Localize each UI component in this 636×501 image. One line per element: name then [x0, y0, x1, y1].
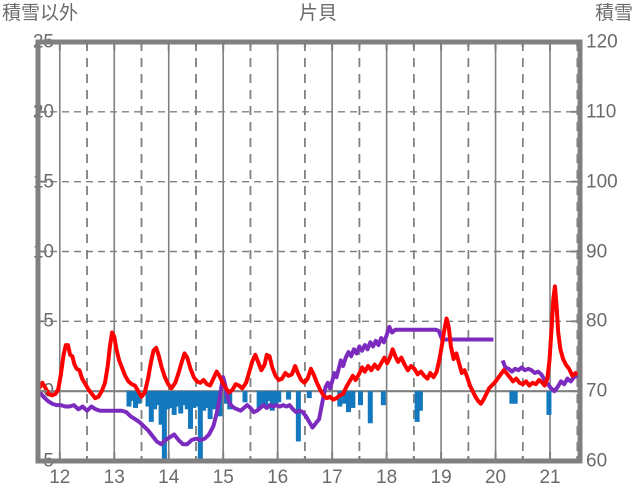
purple-line-segment: [500, 359, 580, 394]
bar: [546, 391, 552, 415]
bar: [148, 391, 154, 422]
bar: [194, 391, 200, 407]
bar: [345, 391, 351, 413]
bar: [259, 391, 265, 404]
bar: [367, 391, 373, 424]
bar: [263, 391, 269, 408]
bar: [207, 391, 213, 420]
bar: [129, 391, 135, 401]
bar: [133, 391, 139, 408]
axis-frame: [35, 39, 583, 464]
bar: [184, 391, 190, 410]
bar: [165, 391, 171, 410]
x-axis-tick-label: 19: [430, 467, 452, 488]
bar: [145, 391, 151, 407]
x-axis-tick-label: 17: [321, 467, 343, 488]
bar: [380, 391, 386, 406]
bar: [155, 391, 161, 406]
left-axis-label: 積雪以外: [2, 3, 79, 24]
y-axis-right-tick-label: 80: [586, 310, 608, 332]
bar: [181, 391, 187, 406]
bar: [197, 391, 203, 461]
x-axis-tick-label: 14: [158, 467, 180, 488]
purple-line-segment: [37, 324, 494, 447]
bar: [171, 391, 177, 415]
bar: [417, 391, 423, 411]
y-axis-right-tick-label: 100: [586, 171, 618, 193]
bar: [266, 391, 272, 401]
bar: [350, 391, 356, 408]
x-axis-tick-label: 18: [376, 467, 398, 488]
x-axis-tick-label: 12: [49, 467, 71, 488]
bar: [509, 391, 515, 404]
y-axis-left-tick-label: 5: [43, 310, 54, 332]
bar: [295, 391, 301, 442]
x-axis-tick-label: 20: [484, 467, 507, 488]
bar: [357, 391, 363, 406]
bar: [126, 391, 132, 407]
x-axis-tick-label: 13: [103, 467, 125, 488]
bar: [269, 391, 275, 411]
y-axis-right-tick-label: 70: [586, 380, 608, 402]
bar: [158, 391, 164, 425]
bar: [136, 391, 142, 404]
bar: [191, 391, 197, 408]
bar: [174, 391, 180, 407]
x-axis-tick-label: 15: [212, 467, 234, 488]
bar: [204, 391, 210, 408]
bar: [306, 391, 312, 399]
bar: [512, 391, 518, 404]
bar: [152, 391, 158, 410]
y-axis-right-tick-label: 60: [586, 450, 608, 472]
bar: [341, 391, 347, 404]
line-series-red: [37, 284, 581, 406]
bar: [168, 391, 174, 408]
bar: [201, 391, 207, 411]
bar: [276, 391, 282, 403]
bar: [188, 391, 194, 429]
bar: [414, 391, 420, 422]
x-axis-tick-label: 21: [539, 467, 561, 488]
bar: [286, 391, 292, 400]
line-series-purple: [37, 324, 580, 447]
bar-series-blue: [126, 391, 552, 461]
x-axis-tick-label: 16: [267, 467, 289, 488]
right-axis-label: 積雪: [594, 3, 633, 24]
y-axis-right-tick-label: 120: [586, 31, 618, 53]
bar: [272, 391, 278, 406]
bar: [161, 391, 167, 461]
chart-title: 片貝: [298, 3, 337, 24]
bar: [210, 391, 216, 410]
bar: [242, 391, 248, 403]
bar: [337, 391, 343, 407]
bar: [256, 391, 262, 410]
y-axis-right-tick-label: 110: [586, 101, 617, 123]
bar: [214, 391, 220, 407]
bar: [178, 391, 184, 414]
y-axis-right-tick-label: 90: [586, 241, 608, 262]
